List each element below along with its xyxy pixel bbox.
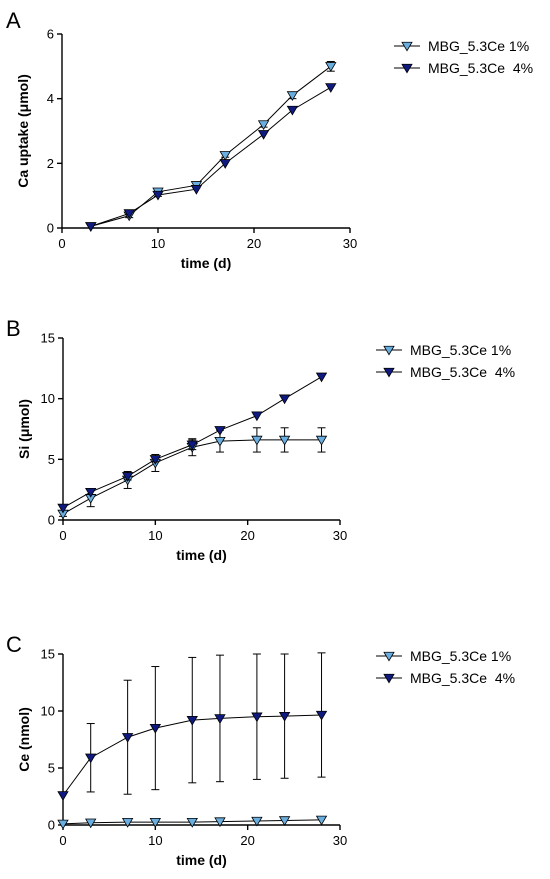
legend-marker <box>383 673 395 684</box>
x-tick-label: 20 <box>240 528 254 543</box>
data-point <box>278 711 291 722</box>
panel-label: A <box>6 8 21 33</box>
data-point <box>315 372 328 383</box>
data-point <box>85 753 97 764</box>
y-axis-label: Ce (nmol) <box>16 707 32 772</box>
legend-marker <box>383 367 395 378</box>
data-point <box>251 411 263 422</box>
data-point <box>219 151 231 161</box>
x-tick-label: 0 <box>59 528 66 543</box>
data-point <box>278 816 291 826</box>
legend-label: MBG_5.3Ce 4% <box>428 60 533 76</box>
data-point <box>251 816 263 827</box>
data-point <box>85 222 97 232</box>
y-tick-label: 0 <box>48 513 55 528</box>
x-tick-label: 30 <box>343 236 357 251</box>
data-point <box>152 190 164 201</box>
x-tick-label: 0 <box>58 236 65 251</box>
data-point <box>190 185 203 195</box>
data-point <box>219 159 231 169</box>
data-point <box>149 455 162 465</box>
data-point <box>186 440 198 451</box>
series-1 <box>57 815 328 830</box>
x-tick-label: 30 <box>333 833 347 848</box>
y-axis-label: Si (μmol) <box>16 399 32 459</box>
data-point <box>85 818 97 829</box>
data-point <box>257 120 270 131</box>
panel-label: B <box>6 316 21 341</box>
series-line <box>90 65 332 227</box>
series-2 <box>85 83 337 232</box>
x-tick-label: 20 <box>240 833 254 848</box>
y-tick-label: 2 <box>47 156 54 171</box>
data-point <box>121 733 134 743</box>
y-tick-label: 4 <box>47 91 54 106</box>
x-axis-label: time (d) <box>176 852 227 868</box>
legend-label: MBG_5.3Ce 4% <box>410 670 515 686</box>
data-point <box>257 130 270 140</box>
x-tick-label: 10 <box>151 236 165 251</box>
data-point <box>57 503 69 514</box>
data-point <box>186 818 198 828</box>
x-tick-label: 20 <box>247 236 261 251</box>
x-tick-label: 10 <box>148 833 162 848</box>
data-point <box>121 818 134 828</box>
legend-marker <box>401 63 413 74</box>
data-point <box>251 712 263 723</box>
data-point <box>149 818 162 828</box>
data-point <box>315 815 328 826</box>
data-point <box>315 710 328 721</box>
data-point <box>214 426 226 436</box>
y-tick-label: 0 <box>48 818 55 833</box>
y-tick-label: 15 <box>41 331 55 346</box>
data-point <box>149 723 162 734</box>
y-tick-label: 6 <box>47 27 54 42</box>
data-point <box>57 819 69 830</box>
data-point <box>286 105 299 116</box>
legend-label: MBG_5.3Ce 4% <box>410 364 515 380</box>
legend-label: MBG_5.3Ce 1% <box>428 38 529 54</box>
y-tick-label: 0 <box>47 221 54 236</box>
chart-panel-c: C 0 5 10 15 0 10 20 30 time (d) Ce (nmol) MBG_5.3Ce… <box>6 632 515 868</box>
chart-panel-b: B 0 5 10 15 0 10 20 30 time (d) Si (μmol) MBG_5.3Ce… <box>6 316 515 563</box>
data-point <box>214 436 226 447</box>
x-tick-label: 10 <box>148 528 162 543</box>
legend-marker <box>383 651 395 662</box>
data-point <box>325 83 337 93</box>
y-tick-label: 5 <box>48 452 55 467</box>
legend-marker <box>401 41 413 52</box>
series-1 <box>85 60 337 232</box>
data-point <box>278 394 291 405</box>
data-point <box>278 435 291 446</box>
series-2 <box>57 372 328 514</box>
legend-marker <box>383 345 395 356</box>
chart-panel-a: A 0 2 4 6 0 10 20 30 time (d) Ca uptake (μmol) MBG_… <box>6 8 533 271</box>
x-tick-label: 30 <box>333 528 347 543</box>
y-tick-label: 15 <box>41 647 55 662</box>
data-point <box>286 91 299 101</box>
x-axis-label: time (d) <box>181 255 232 271</box>
data-point <box>214 817 226 828</box>
x-tick-label: 0 <box>59 833 66 848</box>
y-tick-label: 10 <box>41 391 55 406</box>
data-point <box>57 791 69 801</box>
data-point <box>186 715 198 726</box>
y-tick-label: 10 <box>41 704 55 719</box>
panel-label: C <box>6 632 22 657</box>
data-point <box>121 472 134 482</box>
series-2 <box>57 652 328 801</box>
y-tick-label: 5 <box>48 761 55 776</box>
legend-label: MBG_5.3Ce 1% <box>410 342 511 358</box>
y-axis-label: Ca uptake (μmol) <box>15 74 31 188</box>
data-point <box>325 62 337 72</box>
x-axis-label: time (d) <box>176 547 227 563</box>
legend-label: MBG_5.3Ce 1% <box>410 648 511 664</box>
data-point <box>251 435 263 446</box>
data-point <box>85 487 97 498</box>
data-point <box>214 714 226 724</box>
data-point <box>123 209 135 219</box>
data-point <box>315 435 328 446</box>
